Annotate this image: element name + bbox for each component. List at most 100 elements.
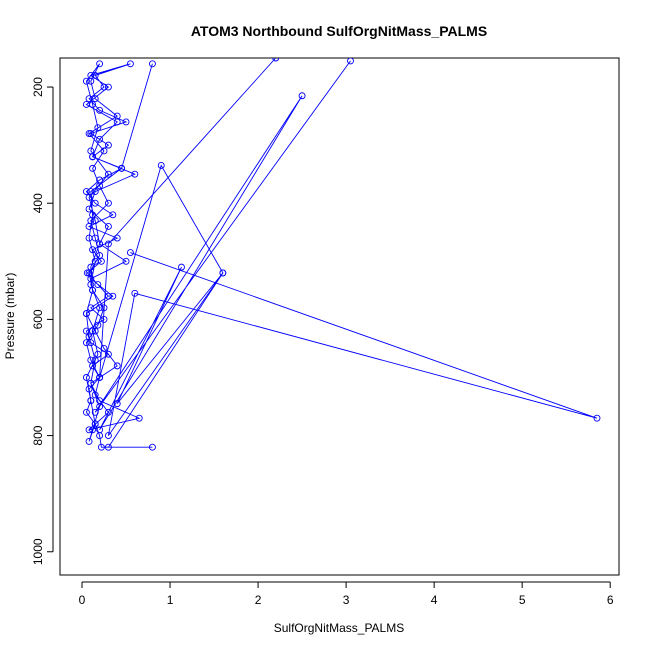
data-point <box>87 130 95 137</box>
data-point <box>97 443 105 451</box>
data-point <box>94 124 102 132</box>
data-point <box>91 257 99 265</box>
data-point <box>96 240 104 248</box>
series-3 <box>96 58 280 451</box>
x-tick-label: 4 <box>431 593 438 607</box>
data-point <box>122 118 130 126</box>
data-point <box>87 77 95 85</box>
data-point <box>82 310 90 318</box>
data-point <box>91 408 99 416</box>
data-point <box>83 269 91 277</box>
data-point <box>96 403 104 410</box>
x-axis-label: SulfOrgNitMass_PALMS <box>274 621 404 635</box>
data-point <box>91 95 99 103</box>
data-point <box>89 164 97 172</box>
data-point <box>87 379 95 387</box>
data-point <box>157 162 165 169</box>
data-point <box>219 269 227 277</box>
data-point <box>89 101 97 108</box>
data-point <box>85 333 93 341</box>
y-tick-label: 800 <box>31 425 45 445</box>
series-2 <box>91 58 601 440</box>
data-point <box>96 304 104 312</box>
data-point <box>96 135 104 143</box>
data-point <box>113 362 121 370</box>
data-point <box>109 211 117 219</box>
data-point <box>89 426 97 434</box>
data-point <box>104 350 112 358</box>
data-point <box>82 408 90 416</box>
data-point <box>272 58 280 62</box>
data-point <box>113 112 121 120</box>
data-point <box>298 92 306 100</box>
data-point <box>87 147 95 155</box>
data-point <box>104 432 112 440</box>
data-point <box>104 443 112 451</box>
data-point <box>148 60 156 68</box>
series-line <box>99 58 277 448</box>
y-tick-label: 600 <box>31 309 45 329</box>
data-point <box>131 170 139 178</box>
data-point <box>91 199 99 207</box>
data-point <box>85 234 93 242</box>
y-axis-label: Pressure (mbar) <box>3 273 17 360</box>
data-point <box>100 147 108 155</box>
data-point <box>96 252 104 259</box>
data-point <box>96 374 104 381</box>
data-point <box>85 426 93 434</box>
data-point <box>85 205 93 213</box>
data-point <box>96 182 104 190</box>
data-point <box>104 223 112 230</box>
data-point <box>104 199 112 207</box>
data-point <box>100 344 108 352</box>
data-point <box>91 71 99 79</box>
series-1 <box>82 60 156 451</box>
data-point <box>89 211 97 219</box>
data-point <box>113 400 121 408</box>
data-point <box>135 414 143 422</box>
data-point <box>85 437 93 445</box>
data-point <box>91 356 99 364</box>
data-point <box>87 356 95 364</box>
x-tick-label: 3 <box>343 593 350 607</box>
data-point <box>593 414 601 422</box>
y-tick-label: 200 <box>31 77 45 97</box>
x-tick-label: 6 <box>607 593 614 607</box>
x-tick-label: 1 <box>167 593 174 607</box>
y-tick-label: 400 <box>31 193 45 213</box>
series-line <box>94 60 598 436</box>
data-point <box>118 164 126 172</box>
data-point <box>91 327 99 335</box>
data-point <box>94 321 102 329</box>
x-tick-label: 2 <box>255 593 262 607</box>
y-tick-label: 1000 <box>31 538 45 565</box>
x-tick-label: 5 <box>519 593 526 607</box>
data-point <box>82 339 90 347</box>
data-point <box>94 281 102 289</box>
data-point <box>100 83 108 91</box>
data-point <box>126 60 134 68</box>
plot-area <box>82 58 601 451</box>
data-point <box>82 188 90 196</box>
data-point <box>91 217 99 225</box>
data-point <box>109 292 117 300</box>
data-point <box>104 292 112 300</box>
data-point <box>87 188 95 196</box>
data-point <box>82 77 90 85</box>
data-point <box>91 391 99 399</box>
data-point <box>104 83 112 91</box>
data-point <box>122 257 130 265</box>
data-point <box>96 106 104 114</box>
data-point <box>89 246 97 254</box>
data-point <box>96 426 104 434</box>
data-point <box>91 420 99 428</box>
data-point <box>87 281 95 289</box>
data-point <box>347 58 354 65</box>
data-point <box>104 170 112 178</box>
data-point <box>131 289 139 297</box>
data-point <box>87 397 95 405</box>
data-point <box>87 263 95 271</box>
plot-frame <box>59 57 620 576</box>
data-point <box>87 304 95 312</box>
